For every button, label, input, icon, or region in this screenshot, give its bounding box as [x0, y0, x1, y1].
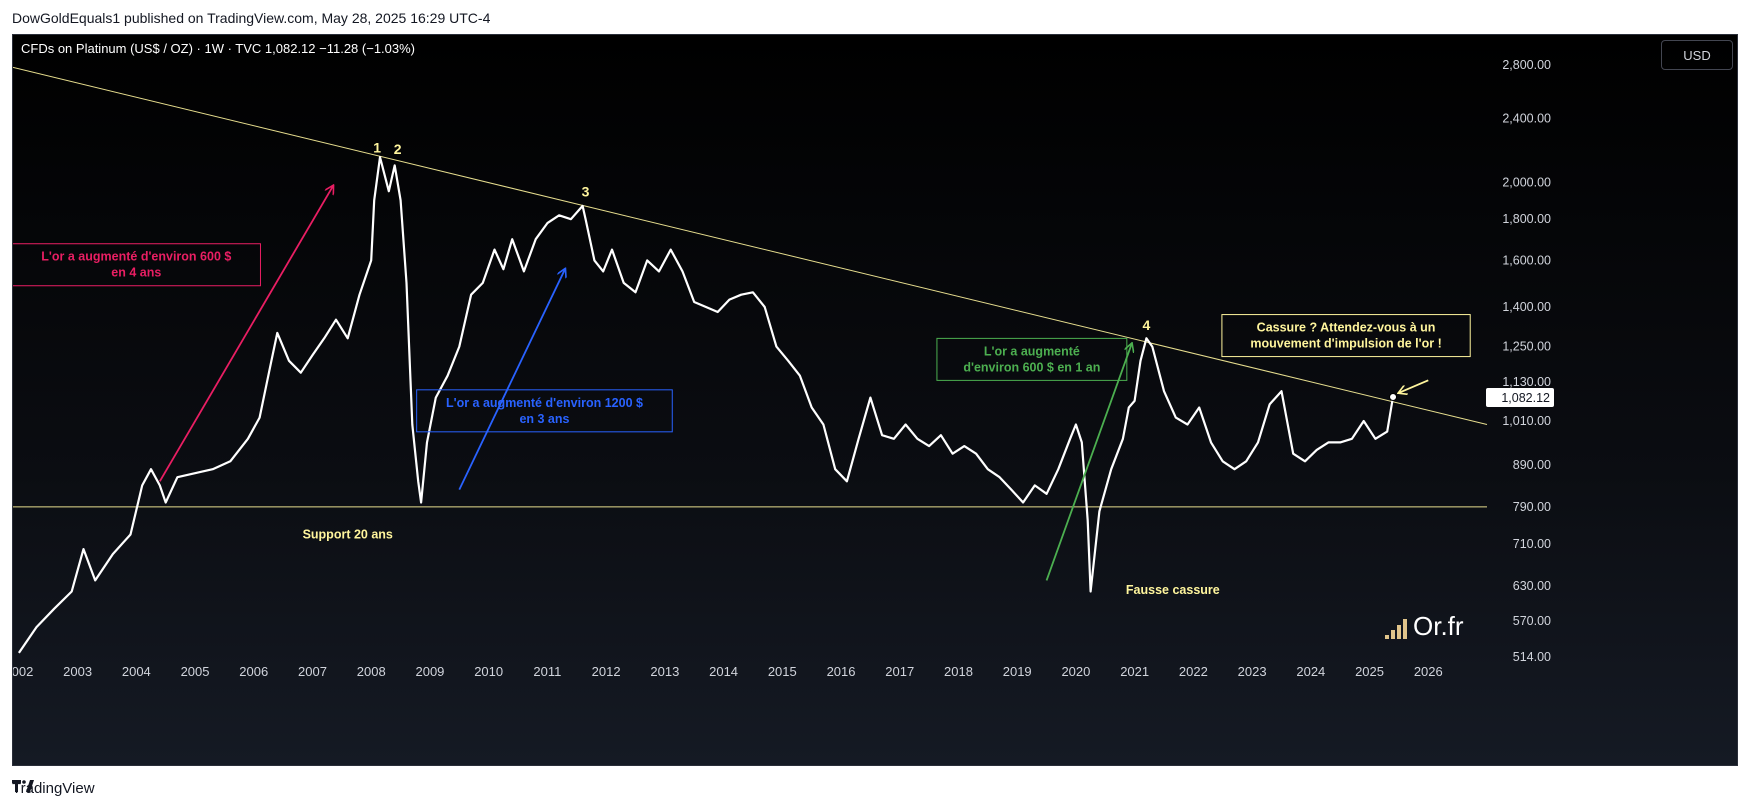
or-fr-watermark: Or.fr [1385, 611, 1464, 641]
brand-label: TradingView [12, 780, 95, 797]
price-series-line [17, 155, 1395, 654]
annotation-box: L'or a augmenté d'environ 600 $ en 1 an [936, 337, 1128, 381]
currency-button[interactable]: USD [1661, 40, 1733, 70]
resistance-trendline [13, 66, 1488, 426]
annotation-text: Fausse cassure [1126, 583, 1220, 597]
chart-title: CFDs on Platinum (US$ / OZ) · 1W · TVC 1… [21, 41, 415, 56]
x-tick-label: 2008 [357, 664, 386, 679]
annotation-text: d'environ 600 $ en 1 an [963, 360, 1100, 374]
x-tick-label: 2015 [768, 664, 797, 679]
annotation-box: Fausse cassure [1126, 583, 1220, 597]
wave-label: 2 [394, 141, 402, 157]
annotation-border [416, 389, 673, 433]
wave-label: 4 [1142, 317, 1150, 333]
wave-label: 3 [582, 184, 590, 200]
watermark-bar-icon [1403, 619, 1407, 639]
annotation-box: Support 20 ans [303, 527, 393, 541]
watermark-bar-icon [1397, 625, 1401, 639]
y-tick-label: 790.00 [1513, 500, 1551, 514]
x-tick-label: 2011 [533, 664, 561, 679]
y-tick-label: 2,000.00 [1502, 175, 1551, 189]
annotation-text: en 4 ans [111, 266, 161, 280]
platinum-chart[interactable]: CFDs on Platinum (US$ / OZ) · 1W · TVC 1… [13, 35, 1737, 765]
x-tick-label: 2021 [1120, 664, 1149, 679]
y-tick-label: 514.00 [1513, 650, 1551, 664]
y-tick-label: 890.00 [1513, 458, 1551, 472]
y-tick-label: 630.00 [1513, 579, 1551, 593]
annotation-arrow [458, 269, 565, 491]
tradingview-brand: TradingView [12, 780, 95, 797]
annotation-text: mouvement d'impulsion de l'or ! [1250, 337, 1441, 351]
x-tick-label: 2013 [650, 664, 679, 679]
annotation-border [1221, 314, 1471, 358]
y-tick-label: 1,130.00 [1502, 375, 1551, 389]
annotation-border [936, 337, 1128, 381]
watermark-bar-icon [1385, 635, 1389, 639]
chart-area[interactable]: CFDs on Platinum (US$ / OZ) · 1W · TVC 1… [12, 34, 1738, 766]
x-tick-label: 2014 [709, 664, 738, 679]
watermark-bar-icon [1391, 630, 1395, 639]
x-tick-label: 2006 [239, 664, 268, 679]
publisher-line: DowGoldEquals1 published on TradingView.… [12, 10, 491, 26]
x-tick-label: 2019 [1003, 664, 1032, 679]
annotation-border [13, 243, 261, 287]
last-price-label: 1,082.12 [1501, 391, 1550, 405]
x-tick-label: 2009 [415, 664, 444, 679]
last-price-label-bg [1486, 387, 1554, 407]
x-tick-label: 2018 [944, 664, 973, 679]
annotation-text: L'or a augmenté [984, 344, 1080, 358]
annotation-box: L'or a augmenté d'environ 1200 $ en 3 ans [416, 389, 673, 433]
wave-label: 1 [373, 139, 381, 155]
annotation-text: Cassure ? Attendez-vous à un [1257, 321, 1436, 335]
annotation-text: L'or a augmenté d'environ 600 $ [41, 250, 231, 264]
annotation-arrow [159, 186, 333, 482]
x-tick-label: 2023 [1238, 664, 1267, 679]
annotation-arrow [1399, 379, 1429, 393]
x-tick-label: 2007 [298, 664, 327, 679]
y-tick-label: 1,010.00 [1502, 414, 1551, 428]
annotation-text: L'or a augmenté d'environ 1200 $ [446, 396, 643, 410]
x-tick-label: 2026 [1414, 664, 1443, 679]
x-tick-label: 2016 [827, 664, 856, 679]
x-tick-label: 2012 [592, 664, 621, 679]
x-tick-label: 2017 [885, 664, 914, 679]
annotation-box: L'or a augmenté d'environ 600 $ en 4 ans [13, 243, 261, 287]
watermark-text: Or.fr [1413, 611, 1464, 641]
annotation-arrow [1045, 344, 1132, 581]
x-tick-label: 2020 [1061, 664, 1090, 679]
x-tick-label: 2002 [13, 664, 33, 679]
y-tick-label: 1,250.00 [1502, 340, 1551, 354]
annotation-text: en 3 ans [519, 412, 569, 426]
x-tick-label: 2005 [181, 664, 210, 679]
y-tick-label: 710.00 [1513, 537, 1551, 551]
y-tick-label: 2,800.00 [1502, 58, 1551, 72]
y-tick-label: 1,600.00 [1502, 253, 1551, 267]
y-tick-label: 1,800.00 [1502, 212, 1551, 226]
last-price-dot [1389, 392, 1398, 401]
x-tick-label: 2003 [63, 664, 92, 679]
x-tick-label: 2025 [1355, 664, 1384, 679]
x-tick-label: 2022 [1179, 664, 1208, 679]
annotation-box: Cassure ? Attendez-vous à un mouvement d'… [1221, 314, 1471, 358]
x-tick-label: 2004 [122, 664, 151, 679]
x-tick-label: 2010 [474, 664, 503, 679]
y-tick-label: 1,400.00 [1502, 300, 1551, 314]
y-tick-label: 2,400.00 [1502, 112, 1551, 126]
tradingview-logo-icon [12, 780, 34, 792]
y-tick-label: 570.00 [1513, 614, 1551, 628]
annotation-text: Support 20 ans [303, 527, 393, 541]
x-tick-label: 2024 [1296, 664, 1325, 679]
